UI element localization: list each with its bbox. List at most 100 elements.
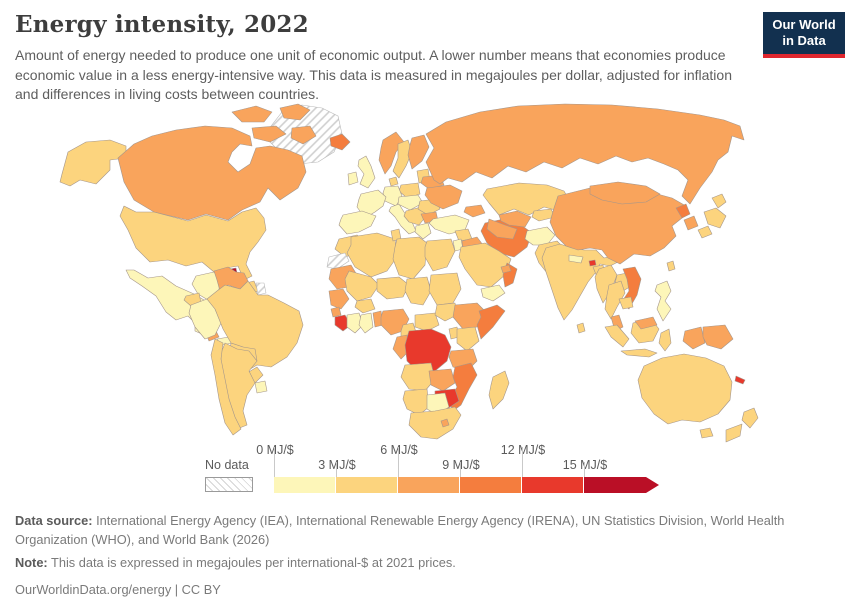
country-malaysia-borneo[interactable]: [634, 316, 658, 330]
country-japan-kyushu[interactable]: [697, 225, 713, 239]
country-kenya[interactable]: [456, 326, 480, 352]
country-somalia[interactable]: [476, 304, 506, 340]
country-mali[interactable]: [344, 270, 380, 302]
legend-tick: [522, 447, 523, 477]
country-canada[interactable]: [117, 125, 307, 221]
country-indonesia-sumatra[interactable]: [604, 324, 630, 348]
country-denmark[interactable]: [388, 176, 399, 187]
legend-tick: [274, 447, 275, 477]
country-canada-arctic[interactable]: [231, 105, 273, 123]
data-source-text: International Energy Agency (IEA), Inter…: [15, 513, 785, 547]
country-western-sahara[interactable]: [326, 252, 350, 270]
legend-tick: [336, 462, 337, 477]
country-indonesia-papua[interactable]: [682, 326, 706, 350]
country-south-sudan[interactable]: [434, 302, 458, 322]
country-libya[interactable]: [392, 236, 428, 280]
country-taiwan[interactable]: [666, 260, 676, 272]
country-italy[interactable]: [388, 203, 417, 235]
country-philippines[interactable]: [654, 280, 672, 322]
country-sierra-leone[interactable]: [330, 306, 342, 318]
legend-segment[interactable]: [398, 477, 460, 493]
legend-segment[interactable]: [336, 477, 398, 493]
country-south-korea[interactable]: [683, 215, 699, 231]
country-kyrgyz-tajik[interactable]: [531, 208, 556, 222]
country-north-korea[interactable]: [675, 203, 691, 219]
country-ireland[interactable]: [347, 171, 359, 186]
chart-subtitle: Amount of energy needed to produce one u…: [15, 47, 732, 102]
country-chad[interactable]: [404, 276, 432, 306]
legend-tick-label: 12 MJ/$: [500, 443, 546, 457]
country-ukraine[interactable]: [424, 184, 463, 210]
country-algeria[interactable]: [346, 232, 398, 278]
country-zambia[interactable]: [428, 368, 456, 392]
country-suriname[interactable]: [255, 282, 267, 296]
country-egypt[interactable]: [424, 238, 456, 272]
country-alaska[interactable]: [59, 139, 127, 187]
country-australia[interactable]: [637, 353, 733, 425]
country-turkmenistan[interactable]: [486, 218, 518, 240]
country-congo-gabon[interactable]: [392, 334, 410, 360]
country-indonesia-java[interactable]: [620, 348, 658, 358]
country-uk[interactable]: [357, 155, 376, 189]
legend-segment[interactable]: [274, 477, 336, 493]
country-canada-arctic[interactable]: [251, 125, 287, 143]
country-kazakhstan[interactable]: [482, 182, 572, 216]
country-greece[interactable]: [414, 222, 432, 240]
country-yemen[interactable]: [480, 284, 506, 302]
country-russia[interactable]: [425, 103, 745, 205]
legend-no-data-swatch[interactable]: [205, 477, 253, 492]
country-sri-lanka[interactable]: [576, 322, 586, 334]
country-finland[interactable]: [407, 134, 430, 170]
country-burkina-faso[interactable]: [354, 298, 376, 314]
owid-logo-line1: Our World: [772, 17, 836, 32]
country-iberia[interactable]: [338, 210, 377, 235]
country-new-zealand-north[interactable]: [741, 407, 759, 429]
country-canada-arctic[interactable]: [290, 125, 317, 145]
country-central-europe[interactable]: [397, 194, 424, 211]
country-south-africa[interactable]: [408, 406, 462, 440]
legend-arrow: [646, 477, 659, 493]
country-china[interactable]: [549, 185, 687, 265]
country-new-zealand-south[interactable]: [725, 423, 743, 443]
country-saudi-arabia[interactable]: [458, 242, 512, 288]
country-dr-congo[interactable]: [404, 328, 452, 374]
country-madagascar[interactable]: [488, 370, 510, 410]
legend-segment[interactable]: [584, 477, 646, 493]
country-norway[interactable]: [378, 131, 405, 175]
country-japan-hokkaido[interactable]: [711, 193, 727, 209]
legend-segment[interactable]: [522, 477, 584, 493]
country-uruguay[interactable]: [254, 380, 268, 394]
country-france[interactable]: [356, 189, 387, 219]
citation-link[interactable]: OurWorldinData.org/energy | CC BY: [15, 581, 221, 597]
country-nepal[interactable]: [568, 254, 584, 264]
country-ivory-coast[interactable]: [346, 312, 364, 334]
country-japan-honshu[interactable]: [703, 207, 727, 229]
country-central-african-republic[interactable]: [414, 312, 440, 332]
country-uzbekistan[interactable]: [498, 210, 532, 228]
country-chile[interactable]: [210, 338, 242, 436]
country-sudan[interactable]: [428, 272, 462, 306]
legend-segment[interactable]: [460, 477, 522, 493]
country-usa[interactable]: [119, 205, 267, 281]
map-legend: No data 0 MJ/$ 3 MJ/$ 6 MJ/$ 9 MJ/$ 12 M…: [0, 443, 850, 499]
country-lesotho[interactable]: [440, 418, 450, 428]
country-tasmania[interactable]: [699, 427, 714, 439]
country-new-caledonia[interactable]: [734, 375, 746, 385]
country-niger[interactable]: [376, 276, 410, 300]
country-uae-qatar[interactable]: [500, 264, 512, 274]
country-iceland[interactable]: [329, 133, 351, 151]
country-brazil[interactable]: [206, 280, 304, 372]
country-caucasus[interactable]: [463, 204, 486, 218]
country-namibia[interactable]: [402, 388, 430, 416]
country-cambodia[interactable]: [618, 296, 634, 310]
owid-logo[interactable]: Our World in Data: [763, 12, 845, 58]
country-bhutan[interactable]: [588, 259, 597, 267]
country-ghana[interactable]: [358, 312, 374, 334]
country-sweden[interactable]: [392, 139, 413, 179]
country-indonesia-sulawesi[interactable]: [658, 328, 672, 352]
country-mongolia[interactable]: [589, 181, 661, 205]
country-thailand[interactable]: [604, 280, 626, 320]
country-canada-arctic[interactable]: [279, 103, 311, 121]
country-senegal-guinea[interactable]: [328, 288, 350, 310]
country-papua-new-guinea[interactable]: [702, 324, 734, 350]
